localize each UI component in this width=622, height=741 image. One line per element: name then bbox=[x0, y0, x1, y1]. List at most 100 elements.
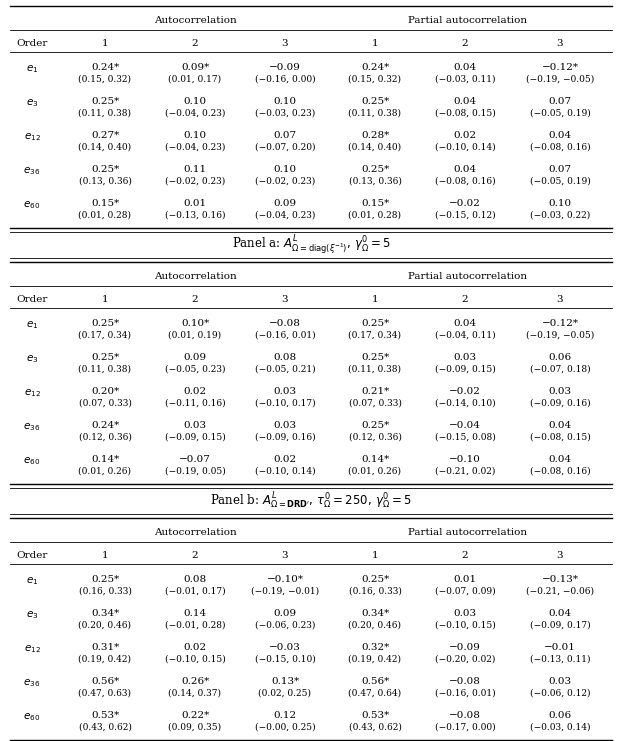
Text: (−0.20, 0.02): (−0.20, 0.02) bbox=[435, 655, 495, 664]
Text: −0.10*: −0.10* bbox=[266, 575, 304, 584]
Text: (0.19, 0.42): (0.19, 0.42) bbox=[78, 655, 131, 664]
Text: 2: 2 bbox=[192, 295, 198, 304]
Text: (0.01, 0.19): (0.01, 0.19) bbox=[169, 331, 221, 340]
Text: 3: 3 bbox=[282, 295, 289, 304]
Text: $\mathit{e}_{60}$: $\mathit{e}_{60}$ bbox=[24, 455, 40, 467]
Text: −0.09: −0.09 bbox=[269, 63, 301, 72]
Text: (0.14, 0.37): (0.14, 0.37) bbox=[169, 689, 221, 698]
Text: (0.01, 0.28): (0.01, 0.28) bbox=[348, 211, 401, 220]
Text: (−0.07, 0.09): (−0.07, 0.09) bbox=[435, 587, 495, 596]
Text: (−0.16, 0.00): (−0.16, 0.00) bbox=[254, 75, 315, 84]
Text: Order: Order bbox=[16, 39, 48, 48]
Text: 3: 3 bbox=[282, 39, 289, 48]
Text: 1: 1 bbox=[101, 551, 108, 560]
Text: 0.09: 0.09 bbox=[274, 199, 297, 208]
Text: 0.03: 0.03 bbox=[453, 353, 476, 362]
Text: −0.10: −0.10 bbox=[449, 455, 481, 464]
Text: 0.26*: 0.26* bbox=[181, 677, 209, 686]
Text: (−0.03, 0.23): (−0.03, 0.23) bbox=[255, 109, 315, 118]
Text: Panel a: $A^L_{\Omega=\mathrm{diag}(\xi^{-1})},\,\gamma^0_\Omega = 5$: Panel a: $A^L_{\Omega=\mathrm{diag}(\xi^… bbox=[231, 233, 391, 256]
Text: 0.09: 0.09 bbox=[274, 609, 297, 618]
Text: (−0.09, 0.16): (−0.09, 0.16) bbox=[254, 433, 315, 442]
Text: (−0.07, 0.20): (−0.07, 0.20) bbox=[255, 143, 315, 152]
Text: 0.08: 0.08 bbox=[274, 353, 297, 362]
Text: 0.02: 0.02 bbox=[183, 643, 207, 652]
Text: (0.47, 0.63): (0.47, 0.63) bbox=[78, 689, 131, 698]
Text: (0.07, 0.33): (0.07, 0.33) bbox=[78, 399, 131, 408]
Text: 0.14*: 0.14* bbox=[361, 455, 389, 464]
Text: 0.04: 0.04 bbox=[549, 455, 572, 464]
Text: (−0.02, 0.23): (−0.02, 0.23) bbox=[255, 177, 315, 186]
Text: 0.13*: 0.13* bbox=[271, 677, 299, 686]
Text: −0.08: −0.08 bbox=[269, 319, 301, 328]
Text: 0.28*: 0.28* bbox=[361, 131, 389, 140]
Text: −0.12*: −0.12* bbox=[542, 63, 578, 72]
Text: 0.09: 0.09 bbox=[183, 353, 207, 362]
Text: $\mathit{e}_{12}$: $\mathit{e}_{12}$ bbox=[24, 387, 40, 399]
Text: 0.10: 0.10 bbox=[183, 131, 207, 140]
Text: (0.15, 0.32): (0.15, 0.32) bbox=[78, 75, 131, 84]
Text: 0.04: 0.04 bbox=[453, 97, 476, 106]
Text: (−0.16, 0.01): (−0.16, 0.01) bbox=[254, 331, 315, 340]
Text: (−0.15, 0.12): (−0.15, 0.12) bbox=[435, 211, 495, 220]
Text: 2: 2 bbox=[192, 39, 198, 48]
Text: (−0.08, 0.15): (−0.08, 0.15) bbox=[435, 109, 495, 118]
Text: 0.56*: 0.56* bbox=[361, 677, 389, 686]
Text: $\mathit{e}_3$: $\mathit{e}_3$ bbox=[26, 609, 38, 621]
Text: 0.25*: 0.25* bbox=[361, 97, 389, 106]
Text: (0.13, 0.36): (0.13, 0.36) bbox=[348, 177, 401, 186]
Text: 1: 1 bbox=[101, 295, 108, 304]
Text: (0.14, 0.40): (0.14, 0.40) bbox=[348, 143, 402, 152]
Text: Order: Order bbox=[16, 551, 48, 560]
Text: (−0.13, 0.16): (−0.13, 0.16) bbox=[165, 211, 225, 220]
Text: (−0.08, 0.16): (−0.08, 0.16) bbox=[530, 467, 590, 476]
Text: Autocorrelation: Autocorrelation bbox=[154, 272, 236, 281]
Text: 0.04: 0.04 bbox=[549, 421, 572, 430]
Text: −0.03: −0.03 bbox=[269, 643, 301, 652]
Text: 3: 3 bbox=[282, 551, 289, 560]
Text: (−0.09, 0.15): (−0.09, 0.15) bbox=[435, 365, 495, 374]
Text: −0.02: −0.02 bbox=[449, 199, 481, 208]
Text: (0.16, 0.33): (0.16, 0.33) bbox=[348, 587, 401, 596]
Text: (0.43, 0.62): (0.43, 0.62) bbox=[78, 723, 131, 732]
Text: (−0.21, −0.06): (−0.21, −0.06) bbox=[526, 587, 594, 596]
Text: 0.31*: 0.31* bbox=[91, 643, 119, 652]
Text: (−0.19, −0.05): (−0.19, −0.05) bbox=[526, 331, 594, 340]
Text: 0.04: 0.04 bbox=[453, 319, 476, 328]
Text: 0.02: 0.02 bbox=[274, 455, 297, 464]
Text: 0.15*: 0.15* bbox=[361, 199, 389, 208]
Text: 0.09*: 0.09* bbox=[181, 63, 209, 72]
Text: 0.12: 0.12 bbox=[274, 711, 297, 720]
Text: 3: 3 bbox=[557, 551, 564, 560]
Text: $\mathit{e}_1$: $\mathit{e}_1$ bbox=[26, 575, 38, 587]
Text: 0.06: 0.06 bbox=[549, 711, 572, 720]
Text: −0.02: −0.02 bbox=[449, 387, 481, 396]
Text: $\mathit{e}_{60}$: $\mathit{e}_{60}$ bbox=[24, 199, 40, 210]
Text: (−0.19, 0.05): (−0.19, 0.05) bbox=[165, 467, 225, 476]
Text: (−0.16, 0.01): (−0.16, 0.01) bbox=[435, 689, 495, 698]
Text: 0.02: 0.02 bbox=[183, 387, 207, 396]
Text: 0.04: 0.04 bbox=[453, 165, 476, 174]
Text: 0.14*: 0.14* bbox=[91, 455, 119, 464]
Text: 0.14: 0.14 bbox=[183, 609, 207, 618]
Text: (−0.15, 0.10): (−0.15, 0.10) bbox=[254, 655, 315, 664]
Text: 0.03: 0.03 bbox=[453, 609, 476, 618]
Text: −0.12*: −0.12* bbox=[542, 319, 578, 328]
Text: (0.11, 0.38): (0.11, 0.38) bbox=[348, 109, 401, 118]
Text: $\mathit{e}_1$: $\mathit{e}_1$ bbox=[26, 63, 38, 75]
Text: −0.13*: −0.13* bbox=[542, 575, 578, 584]
Text: 0.07: 0.07 bbox=[549, 165, 572, 174]
Text: $\mathit{e}_{12}$: $\mathit{e}_{12}$ bbox=[24, 643, 40, 655]
Text: (−0.04, 0.11): (−0.04, 0.11) bbox=[435, 331, 495, 340]
Text: (0.01, 0.17): (0.01, 0.17) bbox=[169, 75, 221, 84]
Text: (−0.04, 0.23): (−0.04, 0.23) bbox=[165, 143, 225, 152]
Text: 0.25*: 0.25* bbox=[361, 319, 389, 328]
Text: (0.12, 0.36): (0.12, 0.36) bbox=[78, 433, 131, 442]
Text: (−0.13, 0.11): (−0.13, 0.11) bbox=[530, 655, 590, 664]
Text: (−0.08, 0.15): (−0.08, 0.15) bbox=[529, 433, 590, 442]
Text: (0.11, 0.38): (0.11, 0.38) bbox=[348, 365, 401, 374]
Text: (0.16, 0.33): (0.16, 0.33) bbox=[78, 587, 131, 596]
Text: 1: 1 bbox=[372, 39, 378, 48]
Text: −0.07: −0.07 bbox=[179, 455, 211, 464]
Text: 0.25*: 0.25* bbox=[91, 319, 119, 328]
